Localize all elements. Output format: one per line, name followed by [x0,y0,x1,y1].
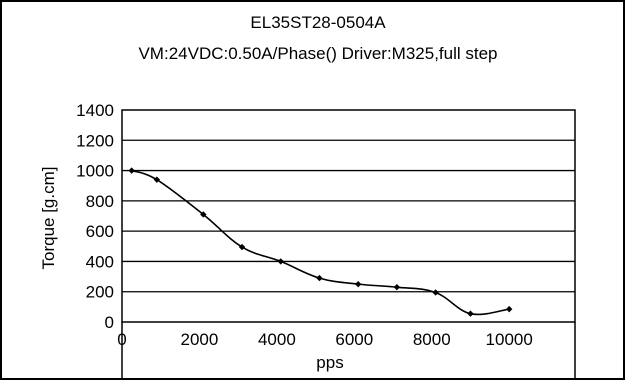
data-point [432,289,439,296]
x-tick-label: 6000 [335,330,373,349]
y-axis-label: Torque [g.cm] [39,167,58,270]
gridlines [122,139,575,293]
data-point [393,283,401,291]
x-tick-label: 8000 [413,330,451,349]
y-tick-label: 1000 [76,162,114,181]
data-point [505,305,513,313]
data-point [354,280,362,288]
data-point [153,176,161,183]
chart-subtitle: VM:24VDC:0.50A/Phase() Driver:M325,full … [138,44,497,63]
series-group [128,167,513,317]
y-tick-label: 800 [86,192,114,211]
y-tick-label: 400 [86,252,114,271]
data-point [128,167,135,174]
x-tick-label: 2000 [181,330,219,349]
data-point [238,243,246,251]
x-tick-label: 4000 [258,330,296,349]
chart-title: EL35ST28-0504A [250,13,386,32]
data-point [316,274,323,282]
y-axis-ticks: 0 200 400 600 800 1000 1200 1400 [76,101,114,332]
data-point [200,211,207,218]
y-tick-label: 200 [86,283,114,302]
data-point [467,310,474,317]
y-tick-label: 1200 [76,131,114,150]
plot-area: 0 200 400 600 800 1000 1200 1400 0 2000 4000 6000 8… [76,101,576,349]
data-point [277,258,284,265]
x-axis-label: pps [316,353,343,372]
y-tick-label: 600 [86,222,114,241]
y-tick-label: 0 [105,313,114,332]
plot-background [121,109,576,323]
x-tick-label: 10000 [486,330,533,349]
y-tick-label: 1400 [76,101,114,120]
